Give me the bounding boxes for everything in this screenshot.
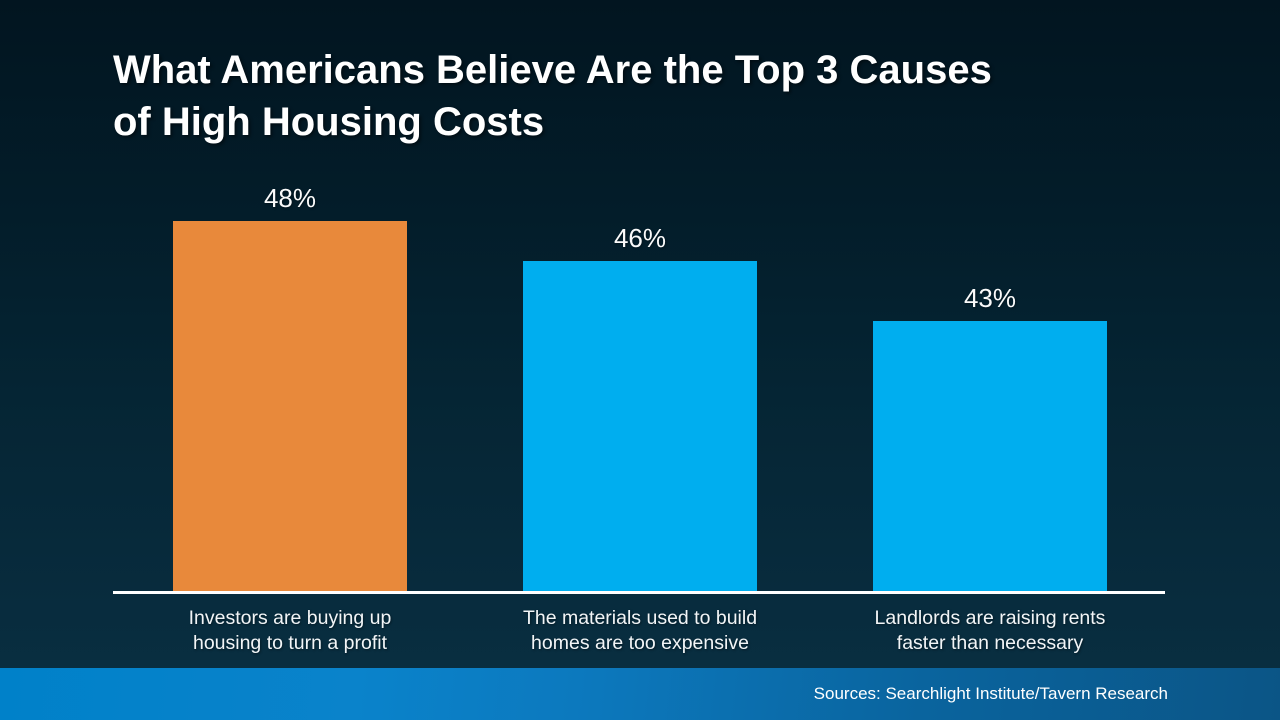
bar	[523, 261, 757, 591]
source-attribution: Sources: Searchlight Institute/Tavern Re…	[813, 684, 1168, 703]
bar	[873, 321, 1107, 591]
bar-group: 46%	[523, 225, 757, 591]
bar-group: 48%	[173, 185, 407, 591]
bar-group: 43%	[873, 285, 1107, 591]
bar-category-label: Investors are buying up housing to turn …	[188, 607, 392, 654]
bar-value-label: 48%	[263, 183, 317, 213]
bar-category-label: The materials used to build homes are to…	[522, 607, 758, 654]
bar-value-label: 46%	[613, 223, 667, 253]
bar-value-label: 43%	[963, 283, 1017, 313]
x-axis-line	[113, 591, 1165, 594]
footer-bar: Sources: Searchlight Institute/Tavern Re…	[0, 668, 1280, 720]
bar	[173, 221, 407, 591]
chart-title: What Americans Believe Are the Top 3 Cau…	[113, 48, 992, 144]
bar-category-label: Landlords are raising rents faster than …	[874, 607, 1106, 654]
